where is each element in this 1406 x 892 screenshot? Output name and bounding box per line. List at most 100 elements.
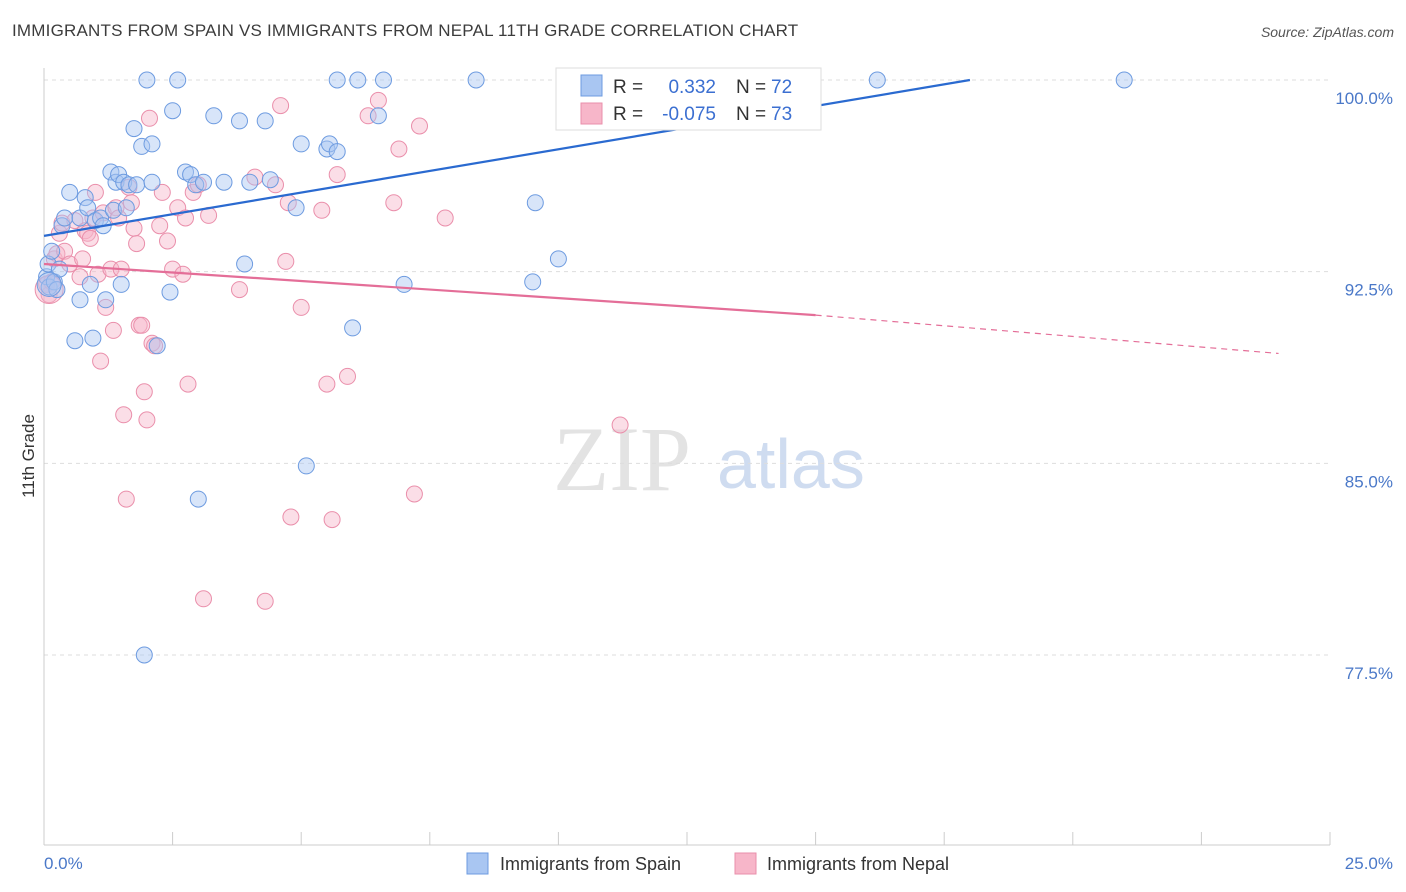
spain-point-57 (328, 143, 346, 161)
spain-point-34 (143, 173, 161, 191)
nepal-point-54 (267, 176, 284, 194)
spain-point-15 (81, 275, 99, 293)
spain-point-52 (287, 199, 305, 217)
nepal-point-55 (272, 97, 290, 115)
nepal-point-37 (143, 334, 161, 352)
spain-point-62 (375, 71, 392, 89)
bottom-legend-label-nepal: Immigrants from Nepal (767, 854, 949, 874)
nepal-point-63 (328, 166, 346, 184)
x-tick-label-min: 0.0% (44, 854, 83, 873)
nepal-point-26 (115, 406, 133, 424)
spain-point-55 (318, 140, 336, 158)
nepal-point-22 (104, 321, 122, 339)
spain-point-36 (148, 337, 166, 355)
nepal-point-65 (359, 107, 377, 125)
spain-point-71 (1115, 71, 1133, 89)
y-tick-labels: 77.5% 85.0% 92.5% 100.0% (1335, 89, 1393, 683)
spain-point-30 (128, 176, 146, 194)
legend-n-value-nepal: 73 (771, 104, 792, 125)
spain-point-12 (71, 291, 89, 309)
spain-point-46 (215, 173, 233, 191)
nepal-point-8 (61, 255, 79, 273)
spain-point-60 (349, 71, 367, 89)
legend-swatch-spain (580, 74, 603, 97)
spain-point-9 (61, 183, 79, 201)
x-tick-label-max: 25.0% (1345, 854, 1393, 873)
spain-point-44 (195, 173, 212, 191)
series-spain-points (36, 71, 1133, 664)
nepal-point-35 (138, 411, 156, 429)
spain-point-35 (143, 135, 161, 153)
nepal-point-31 (128, 235, 146, 253)
legend-n-value-spain: 72 (771, 77, 792, 98)
nepal-point-69 (405, 485, 423, 503)
nepal-trend-line-extension (815, 314, 1279, 355)
nepal-point-56 (277, 252, 295, 270)
bottom-legend-label-spain: Immigrants from Spain (500, 854, 681, 874)
legend-r-value-spain: 0.332 (668, 77, 716, 98)
spain-point-53 (292, 135, 310, 153)
x-tick-marks (43, 832, 1331, 845)
spain-point-26 (115, 173, 133, 191)
spain-point-63 (395, 275, 413, 293)
nepal-point-60 (313, 201, 331, 219)
spain-point-29 (125, 120, 143, 138)
spain-point-54 (297, 457, 315, 475)
spain-point-22 (104, 201, 122, 219)
nepal-point-7 (56, 242, 74, 260)
source-credit: Source: ZipAtlas.com (1260, 24, 1394, 40)
y-axis-label: 11th Grade (19, 414, 38, 498)
nepal-point-41 (159, 232, 176, 250)
nepal-point-9 (66, 212, 84, 230)
spain-point-64 (467, 71, 485, 89)
watermark-atlas: atlas (717, 425, 865, 503)
spain-point-32 (135, 646, 153, 664)
bottom-legend-swatch-nepal (734, 852, 757, 875)
nepal-point-14 (81, 229, 99, 247)
nepal-point-67 (385, 194, 403, 212)
spain-point-13 (76, 189, 94, 207)
spain-point-40 (177, 163, 194, 181)
chart-title: IMMIGRANTS FROM SPAIN VS IMMIGRANTS FROM… (12, 21, 799, 40)
nepal-point-62 (323, 511, 341, 529)
spain-point-65 (524, 273, 542, 291)
spain-point-49 (241, 173, 259, 191)
legend-swatch-nepal (580, 102, 603, 125)
spain-point-3 (43, 242, 61, 260)
nepal-point-34 (135, 383, 153, 401)
nepal-point-33 (133, 316, 151, 334)
nepal-point-27 (117, 490, 135, 508)
nepal-point-36 (141, 109, 158, 127)
legend-r-label-nepal: R = (613, 104, 643, 125)
spain-point-37 (161, 283, 179, 301)
nepal-point-53 (256, 592, 274, 610)
spain-point-31 (133, 137, 151, 155)
legend-r-value-nepal: -0.075 (662, 104, 716, 125)
nepal-point-40 (153, 183, 171, 201)
spain-point-45 (205, 107, 223, 125)
spain-point-51 (261, 171, 279, 189)
nepal-point-16 (86, 183, 104, 201)
spain-point-67 (549, 250, 567, 268)
nepal-point-70 (411, 117, 428, 135)
nepal-point-45 (177, 209, 194, 227)
legend-n-label-spain: N = (736, 77, 766, 98)
nepal-point-39 (151, 217, 169, 235)
nepal-point-72 (611, 416, 629, 434)
spain-point-47 (231, 112, 248, 130)
spain-point-33 (138, 71, 156, 89)
spain-point-70 (868, 71, 886, 89)
nepal-point-49 (195, 590, 212, 608)
nepal-trend-line (43, 262, 816, 317)
nepal-point-58 (282, 508, 300, 526)
y-tick-label-1: 85.0% (1345, 472, 1393, 491)
spain-point-25 (112, 275, 130, 293)
spain-point-38 (164, 102, 182, 120)
nepal-point-68 (390, 140, 408, 158)
nepal-point-71 (436, 209, 454, 227)
spain-point-61 (369, 107, 387, 125)
spain-point-14 (79, 199, 97, 217)
y-tick-label-3: 100.0% (1335, 89, 1393, 108)
nepal-point-64 (339, 367, 356, 385)
